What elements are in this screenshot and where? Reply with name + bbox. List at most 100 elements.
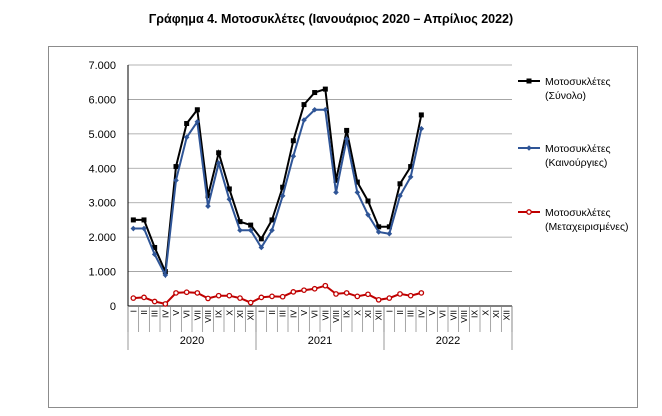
series-line [133,87,423,276]
data-point [258,294,265,301]
legend-marker [526,209,532,215]
data-point [418,290,425,296]
data-point [375,229,382,235]
data-point [418,112,424,118]
data-point [226,292,233,299]
data-point [397,181,403,187]
data-point [418,125,425,132]
data-point [248,222,254,228]
x-tick-label: X [352,310,362,316]
x-tick-label: VI [310,310,320,318]
y-tick-label: 5.000 [88,129,116,141]
data-point [152,244,158,250]
y-tick-label: 0 [110,301,116,313]
legend-label: Μοτοσυκλέτες (Μεταχειρισμένες) [545,207,629,233]
data-point [173,290,179,296]
data-point [205,295,211,302]
data-point [184,121,190,127]
y-tick-label: 1.000 [88,267,116,279]
data-point [376,224,382,230]
x-tick-label: XI [491,310,501,318]
x-tick-label: VI [438,310,448,318]
x-tick-label: X [224,310,234,316]
x-tick-label: XI [235,310,245,318]
x-tick-label: VI [182,310,192,318]
x-tick-label: VIII [459,310,469,323]
data-point [215,160,222,166]
x-tick-label: III [150,310,160,317]
x-tick-label: I [128,310,138,312]
y-tick-label: 4.000 [88,163,116,175]
gridlines [127,64,512,307]
legend-marker [526,145,532,151]
x-tick-label: VIII [331,310,341,323]
data-point [343,290,350,296]
data-point [354,179,360,185]
data-point [290,289,297,295]
data-point [333,189,339,196]
legend-label: Μοτοσυκλέτες (Σύνολο) [545,76,611,102]
x-tick-label: IX [470,310,480,318]
data-point [333,291,339,297]
data-point [183,289,190,296]
x-tick-label: XII [374,310,384,320]
data-point [386,224,392,230]
x-tick-label: IV [160,310,170,318]
data-point [269,293,275,300]
data-point [407,292,414,299]
data-point [173,177,179,184]
chart-title: Γράφημα 4. Μοτοσυκλέτες (Ιανουάριος 2020… [148,12,514,26]
data-point [386,230,393,237]
series-line [133,108,423,279]
y-tick-label: 7.000 [88,60,116,72]
x-tick-label: VII [192,310,202,320]
data-point [301,117,307,123]
data-point [141,294,147,301]
x-tick-label: IX [214,310,224,318]
data-point [194,107,200,113]
data-point [194,119,201,125]
y-axis-ticks: 0 1.000 2.000 3.000 4.000 5.000 6.000 7.000 [88,60,116,313]
data-point [365,211,371,218]
series-line [133,284,422,305]
data-point [343,136,350,142]
x-tick-label: XII [502,310,512,320]
x-tick-label: VII [320,310,330,320]
data-point [322,282,329,289]
x-tick-label: V [299,310,309,316]
data-point [216,150,222,156]
data-point [258,236,264,242]
data-point [194,290,201,296]
x-tick-label: VIII [203,310,213,323]
data-point [354,293,361,300]
x-axis: I II III IV V VI VII VIII IX X XI XII I II III IV V VI VII… [127,306,513,350]
x-tick-label: IV [416,310,426,318]
x-tick-label: II [139,310,149,315]
data-point [269,227,275,234]
data-point [141,217,147,223]
data-point [301,287,307,294]
series-lines [130,86,425,307]
y-tick-label: 3.000 [88,198,116,210]
data-point [130,217,136,223]
year-label: 2020 [180,335,204,347]
legend-marker [526,78,532,84]
x-tick-label: IX [342,310,352,318]
legend-label: Μοτοσυκλέτες (Καινούργιες) [545,143,611,169]
data-point [322,86,328,92]
data-point [386,295,393,301]
x-tick-label: V [171,310,181,316]
data-point [354,189,361,196]
data-point [130,225,137,232]
data-point [258,244,265,251]
data-point [344,127,350,133]
data-point [183,134,190,141]
year-label: 2022 [436,335,460,347]
data-point [279,293,286,300]
data-point [311,285,318,292]
y-tick-label: 2.000 [88,232,116,244]
data-point [237,227,243,234]
data-point [226,186,232,192]
data-point [333,177,339,183]
